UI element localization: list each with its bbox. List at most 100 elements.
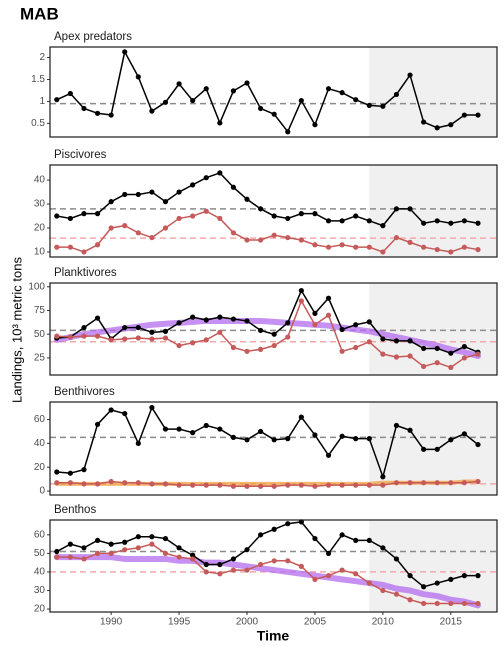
y-tick-label: 1.5 — [31, 74, 45, 85]
data-point — [380, 336, 386, 342]
x-tick-label: 1995 — [168, 617, 191, 628]
data-point — [434, 580, 440, 586]
data-point — [421, 119, 427, 125]
data-point — [190, 430, 196, 436]
data-point — [162, 335, 169, 341]
data-point — [149, 108, 155, 114]
data-point — [271, 331, 277, 337]
data-point — [298, 298, 304, 304]
x-tick-label: 2015 — [440, 617, 463, 628]
data-point — [339, 567, 345, 573]
y-tick-label: 20 — [34, 223, 46, 234]
data-point — [54, 213, 60, 219]
data-point — [54, 469, 60, 475]
x-tick-label: 1990 — [100, 617, 123, 628]
data-point — [67, 90, 73, 97]
data-point — [325, 550, 332, 556]
data-point — [162, 199, 169, 205]
data-point — [421, 363, 427, 370]
data-point — [298, 237, 304, 243]
y-tick-label: 20 — [34, 462, 46, 473]
data-point — [339, 433, 345, 439]
data-point — [108, 478, 114, 485]
data-point — [421, 220, 427, 226]
data-point — [54, 97, 60, 103]
data-point — [366, 436, 372, 442]
data-point — [461, 480, 467, 486]
data-point — [230, 344, 237, 351]
data-point — [122, 324, 128, 331]
data-point — [162, 535, 169, 542]
data-point — [298, 482, 304, 488]
data-point — [475, 220, 481, 226]
data-point — [94, 421, 101, 427]
data-point — [421, 446, 427, 452]
data-point — [149, 541, 155, 547]
data-point — [108, 407, 114, 413]
data-point — [312, 576, 318, 582]
data-point — [67, 334, 73, 340]
data-point — [393, 556, 400, 562]
data-point — [162, 481, 169, 487]
data-point — [244, 237, 250, 243]
x-tick-label: 2010 — [372, 617, 395, 628]
y-tick-label: 100 — [28, 281, 45, 292]
data-point — [325, 218, 332, 224]
data-point — [162, 328, 169, 334]
data-point — [353, 244, 359, 250]
y-tick-label: 40 — [34, 567, 46, 578]
data-point — [366, 482, 372, 488]
panel-title: Benthos — [54, 504, 96, 516]
panel-title: Apex predators — [54, 31, 132, 43]
data-point — [81, 324, 87, 331]
data-point — [54, 548, 60, 555]
data-point — [380, 587, 386, 594]
series-line — [56, 51, 479, 133]
data-point — [108, 541, 114, 547]
data-point — [230, 88, 237, 94]
data-point — [393, 354, 400, 360]
data-point — [203, 317, 209, 323]
data-point — [94, 537, 101, 544]
data-point — [380, 482, 386, 488]
data-point — [475, 246, 481, 253]
y-tick-label: 0.5 — [31, 118, 45, 129]
data-point — [217, 120, 223, 126]
data-point — [67, 480, 73, 486]
data-point — [339, 326, 345, 333]
data-point — [135, 440, 141, 446]
data-point — [461, 431, 467, 437]
data-point — [380, 223, 386, 229]
x-tick-label: 2005 — [304, 617, 327, 628]
data-point — [407, 239, 413, 245]
data-point — [244, 196, 250, 202]
data-point — [122, 410, 128, 417]
data-point — [135, 191, 141, 198]
data-point — [94, 481, 101, 487]
data-point — [475, 573, 481, 579]
data-point — [257, 561, 264, 568]
data-point — [257, 428, 264, 435]
data-point — [434, 218, 440, 224]
data-point — [135, 534, 141, 540]
data-point — [421, 600, 427, 607]
data-point — [217, 426, 223, 432]
y-tick-label: 25 — [34, 353, 46, 364]
data-point — [393, 206, 400, 212]
data-point — [244, 547, 250, 553]
data-point — [176, 545, 182, 551]
data-point — [393, 422, 400, 429]
data-point — [339, 532, 345, 538]
data-point — [475, 351, 481, 357]
data-point — [230, 556, 237, 562]
data-point — [244, 483, 250, 489]
data-point — [81, 467, 87, 473]
chart-title: MAB — [20, 4, 59, 23]
data-point — [94, 242, 101, 248]
data-point — [393, 338, 400, 344]
data-point — [271, 111, 277, 117]
y-tick-label: 20 — [34, 604, 46, 615]
data-point — [271, 437, 277, 443]
data-point — [176, 81, 182, 87]
data-point — [380, 474, 386, 480]
